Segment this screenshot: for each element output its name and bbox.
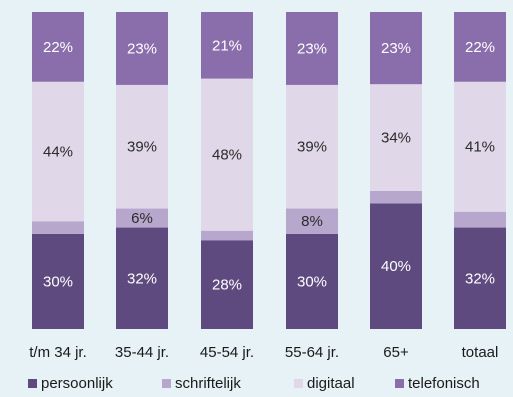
- x-tick-label: 65+: [383, 344, 409, 361]
- bar-segment-schriftelijk: [32, 221, 84, 234]
- x-axis-ticks: t/m 34 jr. 35-44 jr. 45-54 jr. 55-64 jr. 65+…: [29, 344, 498, 361]
- segment-label-persoonlijk: 30%: [43, 273, 73, 290]
- segment-label-schriftelijk: 8%: [301, 213, 323, 230]
- bar-segment-persoonlijk: [286, 233, 338, 329]
- segment-label-digitaal: 34%: [381, 130, 411, 147]
- legend-swatch-digitaal: [294, 379, 303, 388]
- segment-label-schriftelijk: 6%: [131, 210, 153, 227]
- x-tick-label: 55-64 jr.: [285, 344, 339, 361]
- segment-label-telefonisch: 22%: [43, 39, 73, 56]
- segment-label-telefonisch: 23%: [381, 40, 411, 57]
- bar-segment-digitaal: [201, 78, 253, 231]
- bar-segment-telefonisch: [201, 12, 253, 79]
- x-tick-label: 35-44 jr.: [115, 344, 169, 361]
- bar-segment-telefonisch: [454, 12, 506, 82]
- bar-segment-schriftelijk: [116, 208, 168, 228]
- legend: persoonlijk schriftelijk digitaal telefonis…: [28, 375, 480, 392]
- bar-segment-schriftelijk: [286, 208, 338, 234]
- x-tick-label: t/m 34 jr.: [29, 344, 87, 361]
- segment-label-digitaal: 48%: [212, 147, 242, 164]
- bar-segment-schriftelijk: [201, 230, 253, 241]
- segment-label-persoonlijk: 30%: [297, 273, 327, 290]
- legend-label-telefonisch: telefonisch: [408, 375, 480, 392]
- bar-segment-persoonlijk: [454, 227, 506, 329]
- segment-label-telefonisch: 22%: [465, 39, 495, 56]
- bar-segment-telefonisch: [116, 12, 168, 85]
- segment-label-digitaal: 44%: [43, 143, 73, 160]
- bar-segment-telefonisch: [32, 12, 84, 82]
- segment-label-telefonisch: 23%: [297, 40, 327, 57]
- legend-label-digitaal: digitaal: [307, 375, 355, 392]
- x-tick-label: totaal: [462, 344, 499, 361]
- bar-segment-telefonisch: [370, 12, 422, 85]
- segment-label-digitaal: 39%: [297, 139, 327, 156]
- bars-group: 30%4%44%22%32%6%39%23%28%3%48%21%30%8%39…: [32, 12, 506, 329]
- bar-segment-digitaal: [286, 84, 338, 209]
- segment-label-persoonlijk: 40%: [381, 258, 411, 275]
- legend-label-persoonlijk: persoonlijk: [41, 375, 113, 392]
- bar-segment-digitaal: [370, 84, 422, 191]
- legend-swatch-telefonisch: [395, 379, 404, 388]
- bar-segment-schriftelijk: [370, 190, 422, 204]
- bar-segment-persoonlijk: [201, 240, 253, 329]
- segment-label-persoonlijk: 32%: [465, 270, 495, 287]
- segment-label-digitaal: 39%: [127, 139, 157, 156]
- segment-label-telefonisch: 21%: [212, 37, 242, 54]
- segment-label-persoonlijk: 32%: [127, 270, 157, 287]
- segment-label-telefonisch: 23%: [127, 40, 157, 57]
- bar-segment-digitaal: [454, 81, 506, 212]
- bar-segment-persoonlijk: [32, 233, 84, 329]
- bar-segment-persoonlijk: [116, 227, 168, 329]
- x-tick-label: 45-54 jr.: [200, 344, 254, 361]
- segment-label-persoonlijk: 28%: [212, 277, 242, 294]
- legend-label-schriftelijk: schriftelijk: [175, 375, 241, 392]
- bar-segment-schriftelijk: [454, 211, 506, 228]
- bar-segment-telefonisch: [286, 12, 338, 85]
- bar-segment-digitaal: [32, 81, 84, 222]
- segment-label-digitaal: 41%: [465, 139, 495, 156]
- bar-segment-digitaal: [116, 84, 168, 209]
- legend-swatch-persoonlijk: [28, 379, 37, 388]
- bar-segment-persoonlijk: [370, 203, 422, 329]
- legend-swatch-schriftelijk: [162, 379, 171, 388]
